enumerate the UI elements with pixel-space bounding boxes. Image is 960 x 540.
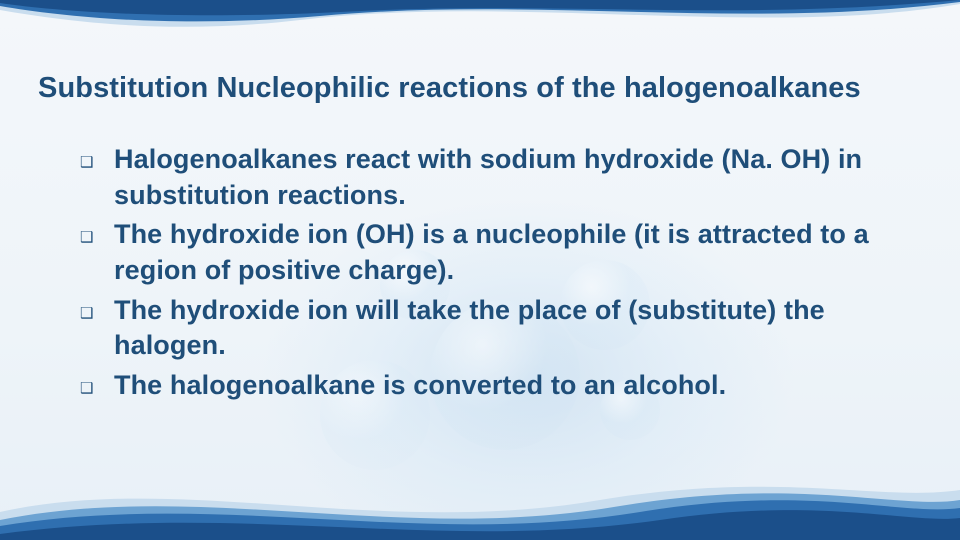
top-wave-decoration — [0, 0, 960, 44]
bullet-marker-icon: ❑ — [80, 368, 114, 408]
bullet-list: ❑ Halogenoalkanes react with sodium hydr… — [80, 142, 900, 412]
bullet-text: The hydroxide ion (OH) is a nucleophile … — [114, 217, 900, 288]
bottom-wave-decoration — [0, 460, 960, 540]
list-item: ❑ The hydroxide ion (OH) is a nucleophil… — [80, 217, 900, 288]
bullet-text: The hydroxide ion will take the place of… — [114, 293, 900, 364]
slide: Substitution Nucleophilic reactions of t… — [0, 0, 960, 540]
list-item: ❑ The hydroxide ion will take the place … — [80, 293, 900, 364]
bullet-text: The halogenoalkane is converted to an al… — [114, 368, 900, 404]
bullet-marker-icon: ❑ — [80, 142, 114, 182]
list-item: ❑ Halogenoalkanes react with sodium hydr… — [80, 142, 900, 213]
bullet-marker-icon: ❑ — [80, 293, 114, 333]
bullet-marker-icon: ❑ — [80, 217, 114, 257]
bullet-text: Halogenoalkanes react with sodium hydrox… — [114, 142, 900, 213]
slide-title: Substitution Nucleophilic reactions of t… — [38, 72, 940, 105]
list-item: ❑ The halogenoalkane is converted to an … — [80, 368, 900, 408]
